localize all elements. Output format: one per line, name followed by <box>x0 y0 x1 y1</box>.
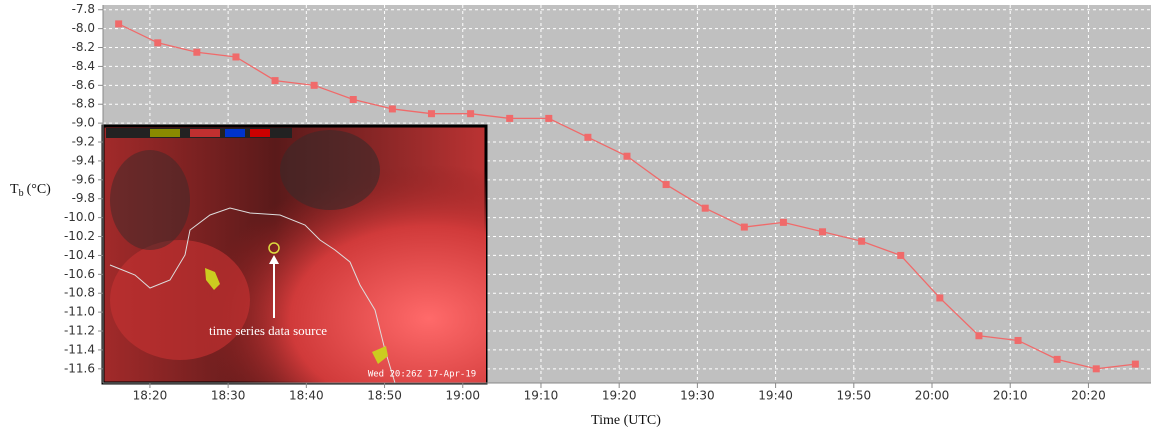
y-tick-label: -9.2 <box>72 135 95 149</box>
marker <box>897 251 905 259</box>
y-tick-label: -10.2 <box>64 229 95 243</box>
marker <box>740 223 748 231</box>
y-tick-label: -10.0 <box>64 210 95 224</box>
marker <box>232 53 240 61</box>
y-tick-label: -7.8 <box>72 2 95 16</box>
marker <box>779 218 787 226</box>
inset-timestamp: Wed 20:26Z 17-Apr-19 <box>368 370 476 380</box>
x-tick-label: 19:30 <box>680 389 715 403</box>
y-tick-label: -10.6 <box>64 267 95 281</box>
inset-image: time series data source Wed 20:26Z 17-Ap… <box>101 124 488 385</box>
marker <box>623 152 631 160</box>
x-axis-label: Time (UTC) <box>591 413 661 428</box>
marker <box>271 77 279 85</box>
y-tick-label: -9.8 <box>72 191 95 205</box>
y-axis-label: Tb (°C) <box>10 182 51 199</box>
x-tick-label: 19:20 <box>602 389 637 403</box>
marker <box>467 110 475 118</box>
y-label-main: T <box>10 182 19 197</box>
x-tick-label: 18:30 <box>211 389 246 403</box>
y-tick-label: -9.0 <box>72 116 95 130</box>
marker <box>975 332 983 340</box>
marker <box>1092 365 1100 373</box>
y-tick-label: -8.4 <box>72 59 95 73</box>
y-tick-label: -10.4 <box>64 248 95 262</box>
x-tick-label: 19:50 <box>837 389 872 403</box>
marker <box>545 114 553 122</box>
y-label-unit: (°C) <box>27 182 52 197</box>
x-tick-label: 18:20 <box>133 389 168 403</box>
marker <box>427 110 435 118</box>
marker <box>154 39 162 47</box>
marker <box>349 96 357 103</box>
marker <box>115 20 123 28</box>
x-tick-label: 20:00 <box>915 389 950 403</box>
marker <box>1131 360 1139 368</box>
x-tick-label: 18:50 <box>367 389 402 403</box>
x-tick-label: 19:00 <box>445 389 480 403</box>
y-tick-label: -10.8 <box>64 286 95 300</box>
marker <box>193 48 201 56</box>
y-tick-label: -9.4 <box>72 153 95 167</box>
x-tick-label: 19:40 <box>758 389 793 403</box>
marker <box>701 204 709 212</box>
marker <box>584 133 592 141</box>
x-tick-label: 20:20 <box>1071 389 1106 403</box>
marker <box>506 114 514 122</box>
x-tick-label: 18:40 <box>289 389 324 403</box>
marker <box>819 228 827 236</box>
marker <box>858 237 866 245</box>
marker <box>1014 336 1022 344</box>
y-tick-label: -11.0 <box>64 305 95 319</box>
y-tick-label: -8.8 <box>72 97 95 111</box>
y-tick-label: -11.4 <box>64 342 95 356</box>
x-tick-label: 20:10 <box>993 389 1028 403</box>
marker <box>388 105 396 113</box>
inset-annotation: time series data source <box>209 323 327 338</box>
marker <box>936 294 944 302</box>
marker <box>1053 355 1061 363</box>
y-tick-label: -11.6 <box>64 361 95 375</box>
marker <box>662 181 670 189</box>
y-label-sub: b <box>19 188 24 199</box>
x-tick-label: 19:10 <box>524 389 559 403</box>
y-tick-label: -8.0 <box>72 21 95 35</box>
y-tick-label: -8.6 <box>72 78 95 92</box>
y-tick-label: -9.6 <box>72 172 95 186</box>
marker <box>310 81 318 89</box>
y-tick-label: -11.2 <box>64 324 95 338</box>
y-tick-label: -8.2 <box>72 40 95 54</box>
